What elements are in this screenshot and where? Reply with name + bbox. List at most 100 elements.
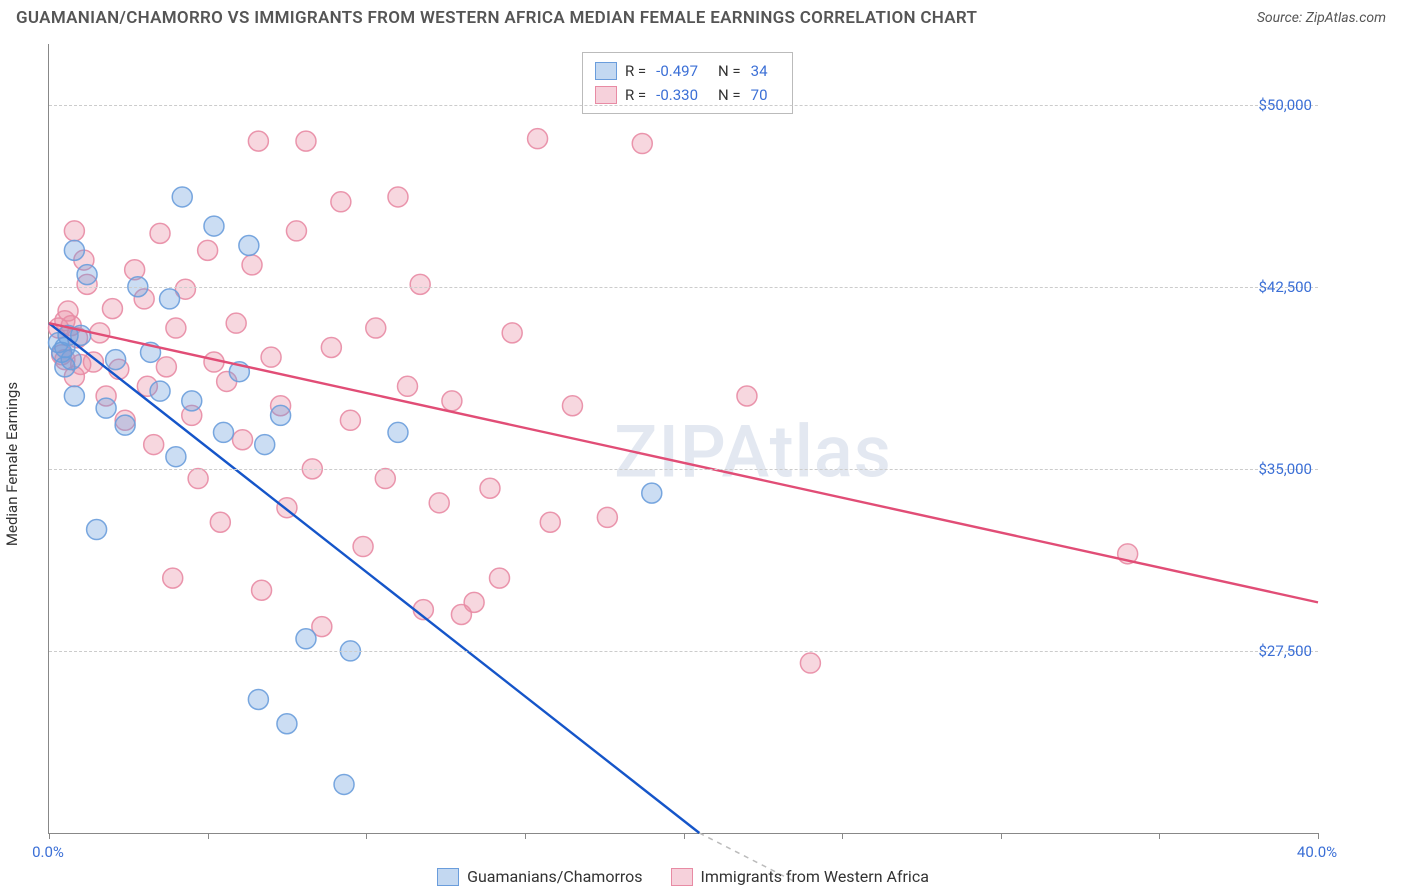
data-point: [388, 422, 408, 442]
x-tick: [842, 833, 843, 839]
data-point: [642, 483, 662, 503]
data-point: [172, 187, 192, 207]
x-tick: [684, 833, 685, 839]
data-point: [489, 568, 509, 588]
data-point: [410, 274, 430, 294]
data-point: [64, 221, 84, 241]
data-point: [388, 187, 408, 207]
data-point: [64, 240, 84, 260]
n-value-blue: 34: [751, 59, 768, 83]
n-label: N =: [718, 83, 741, 107]
gridline: [49, 287, 1318, 288]
r-label: R =: [625, 59, 646, 83]
x-tick: [1318, 833, 1319, 839]
x-tick: [366, 833, 367, 839]
y-axis-label: Median Female Earnings: [3, 382, 21, 546]
data-point: [64, 386, 84, 406]
data-point: [540, 512, 560, 532]
r-value-blue: -0.497: [656, 59, 698, 83]
data-point: [366, 318, 386, 338]
data-point: [198, 240, 218, 260]
data-point: [321, 337, 341, 357]
data-point: [226, 313, 246, 333]
regression-line: [49, 323, 699, 833]
data-point: [115, 415, 135, 435]
data-point: [296, 629, 316, 649]
data-point: [182, 391, 202, 411]
data-point: [239, 235, 259, 255]
legend-row-blue: R = -0.497 N = 34: [595, 59, 780, 83]
swatch-blue: [595, 62, 617, 80]
data-point: [150, 381, 170, 401]
data-point: [597, 507, 617, 527]
x-tick: [1001, 833, 1002, 839]
data-point: [340, 410, 360, 430]
data-point: [632, 134, 652, 154]
scatter-svg: [49, 44, 1318, 833]
y-tick-label: $42,500: [1258, 278, 1312, 296]
x-tick: [49, 833, 50, 839]
data-point: [213, 422, 233, 442]
swatch-pink: [595, 86, 617, 104]
data-point: [77, 265, 97, 285]
data-point: [261, 347, 281, 367]
source-label: Source: ZipAtlas.com: [1257, 10, 1386, 26]
x-tick: [525, 833, 526, 839]
data-point: [397, 376, 417, 396]
r-label: R =: [625, 83, 646, 107]
data-point: [210, 512, 230, 532]
data-point: [528, 129, 548, 149]
x-max-label: 40.0%: [1297, 843, 1337, 861]
regression-line: [49, 323, 1318, 602]
swatch-blue: [437, 868, 459, 886]
data-point: [296, 131, 316, 151]
chart-container: Median Female Earnings ZIPAtlas R = -0.4…: [0, 36, 1406, 892]
data-point: [429, 493, 449, 513]
data-point: [106, 350, 126, 370]
legend-item-blue: Guamanians/Chamorros: [437, 867, 642, 886]
gridline: [49, 469, 1318, 470]
data-point: [331, 192, 351, 212]
data-point: [166, 447, 186, 467]
data-point: [800, 653, 820, 673]
data-point: [562, 396, 582, 416]
data-point: [737, 386, 757, 406]
data-point: [375, 469, 395, 489]
data-point: [144, 435, 164, 455]
legend-item-pink: Immigrants from Western Africa: [671, 867, 929, 886]
n-label: N =: [718, 59, 741, 83]
data-point: [87, 520, 107, 540]
y-tick-label: $50,000: [1258, 96, 1312, 114]
legend-row-pink: R = -0.330 N = 70: [595, 83, 780, 107]
data-point: [277, 714, 297, 734]
n-value-pink: 70: [751, 83, 768, 107]
plot-area: ZIPAtlas R = -0.497 N = 34 R = -0.330 N …: [48, 44, 1318, 834]
data-point: [248, 689, 268, 709]
series-legend: Guamanians/Chamorros Immigrants from Wes…: [48, 867, 1318, 886]
data-point: [451, 605, 471, 625]
data-point: [160, 289, 180, 309]
data-point: [233, 430, 253, 450]
data-point: [150, 223, 170, 243]
x-min-label: 0.0%: [32, 843, 64, 861]
data-point: [102, 299, 122, 319]
series-label-blue: Guamanians/Chamorros: [467, 867, 642, 886]
data-point: [204, 216, 224, 236]
gridline: [49, 105, 1318, 106]
data-point: [248, 131, 268, 151]
x-tick: [208, 833, 209, 839]
data-point: [480, 478, 500, 498]
chart-title: GUAMANIAN/CHAMORRO VS IMMIGRANTS FROM WE…: [16, 8, 977, 28]
x-tick: [1159, 833, 1160, 839]
data-point: [188, 469, 208, 489]
data-point: [255, 435, 275, 455]
data-point: [286, 221, 306, 241]
data-point: [61, 350, 81, 370]
data-point: [271, 405, 291, 425]
y-tick-label: $35,000: [1258, 460, 1312, 478]
series-label-pink: Immigrants from Western Africa: [701, 867, 929, 886]
data-point: [442, 391, 462, 411]
data-point: [156, 357, 176, 377]
data-point: [166, 318, 186, 338]
data-point: [502, 323, 522, 343]
